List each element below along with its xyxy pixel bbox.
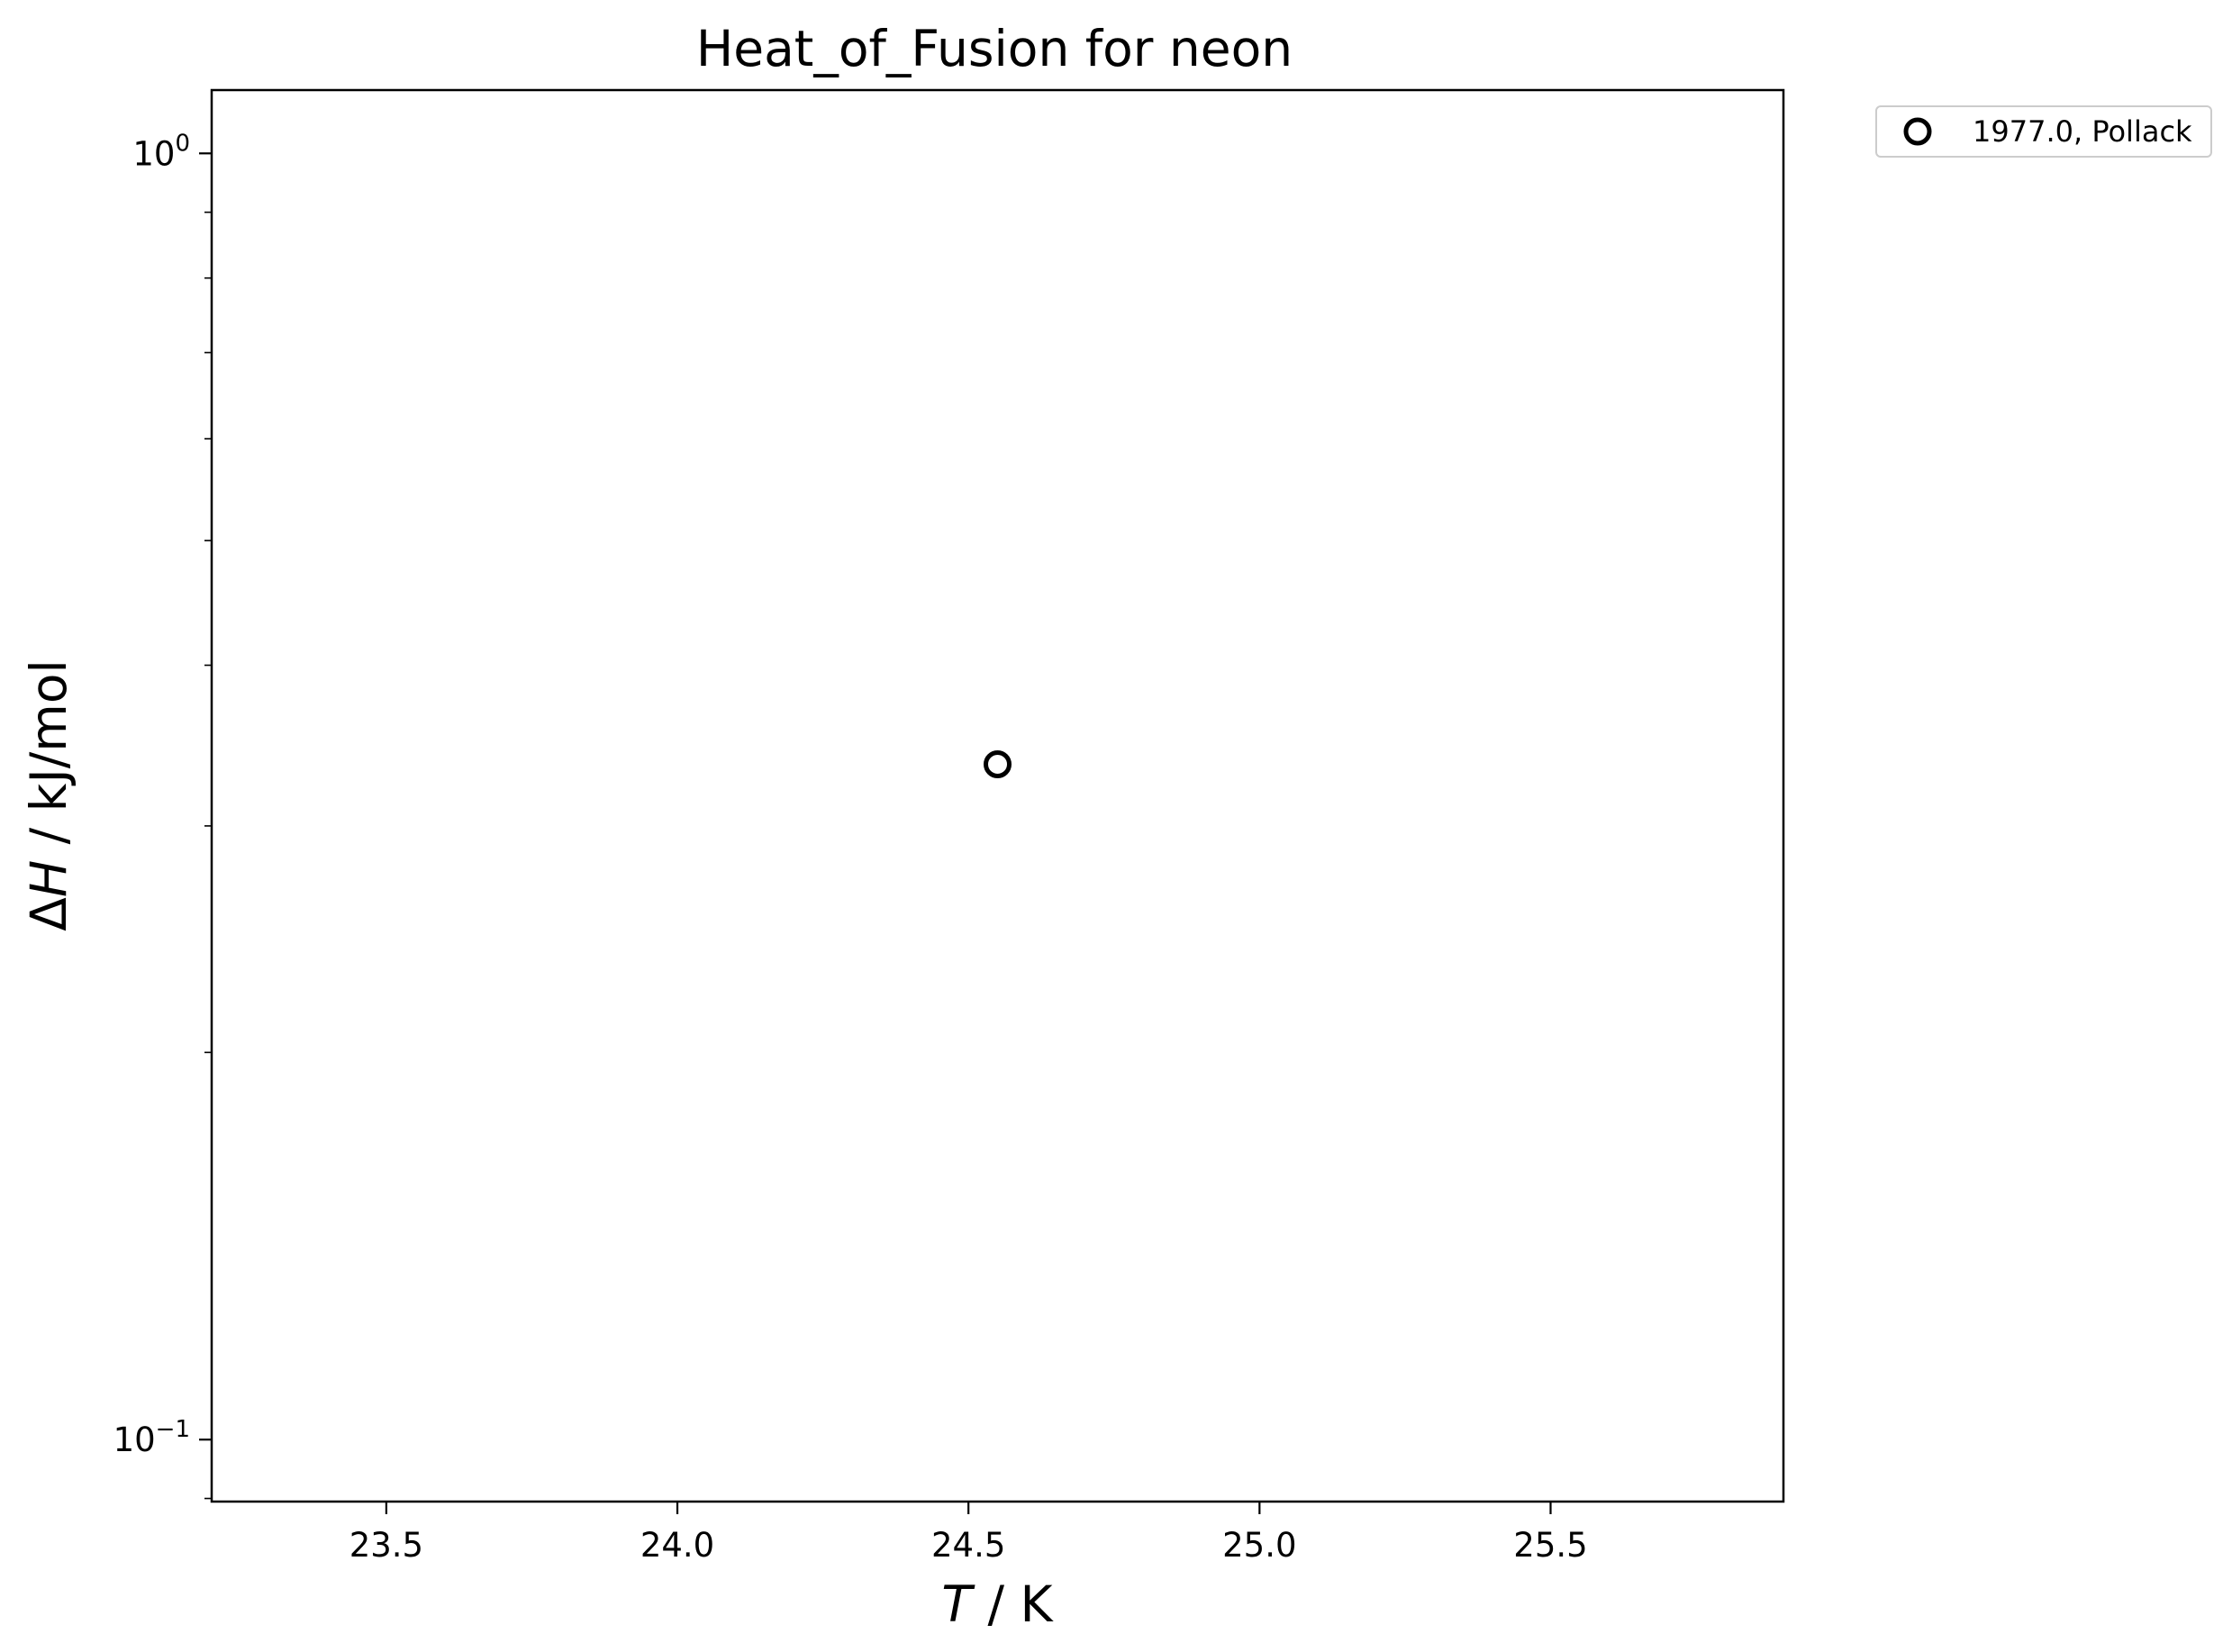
legend: 1977.0, Pollack (1875, 105, 2212, 158)
x-axis: 23.5 24.0 24.5 25.0 25.5 (349, 1502, 1588, 1565)
x-tick-label: 24.0 (640, 1526, 714, 1565)
y-tick-label: 10−1 (113, 1416, 190, 1459)
x-tick-label: 23.5 (349, 1526, 423, 1565)
y-tick-label: 100 (132, 130, 190, 173)
y-axis: 100 10−1 (113, 130, 212, 1500)
legend-box (1875, 105, 2212, 158)
x-tick-label: 25.0 (1222, 1526, 1296, 1565)
data-point (984, 749, 1012, 778)
chart-title: Heat_of_Fusion for neon (696, 20, 1293, 77)
plot-frame (210, 88, 1785, 1503)
y-axis-label: ΔH / kJ/mol (20, 659, 77, 931)
x-tick-label: 24.5 (931, 1526, 1005, 1565)
x-tick-label: 25.5 (1513, 1526, 1587, 1565)
legend-marker (1903, 117, 1932, 146)
x-axis-label: T / K (941, 1575, 1054, 1633)
data-points (984, 749, 1012, 778)
legend-label: 1977.0, Pollack (1973, 114, 2192, 149)
